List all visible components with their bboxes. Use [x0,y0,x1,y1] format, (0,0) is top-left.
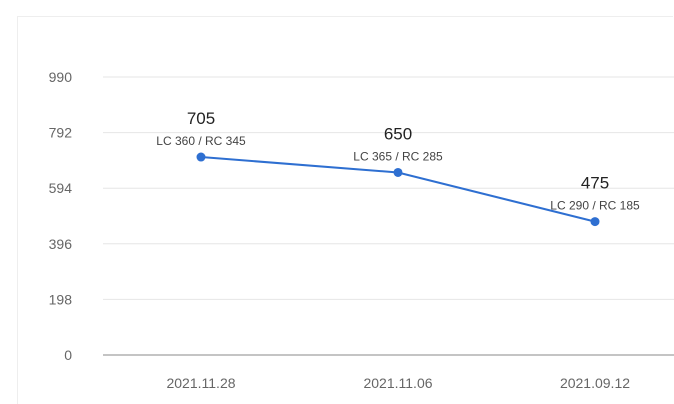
chart-frame [17,16,673,404]
data-value-label: 705 [187,109,215,128]
data-points [196,152,600,227]
y-tick-label: 0 [64,347,72,363]
y-tick-label: 198 [49,291,73,307]
data-value-label: 650 [384,124,412,143]
y-tick-label: 990 [49,69,73,85]
data-point [590,217,600,227]
series-line [200,156,596,223]
x-tick-label: 2021.09.12 [560,375,630,391]
data-labels: 705 LC 360 / RC 345 650 LC 365 / RC 285 475 L… [156,109,640,213]
data-detail-label: LC 365 / RC 285 [353,149,443,163]
x-axis-ticks: 2021.11.28 2021.11.06 2021.09.12 [166,375,630,391]
y-tick-label: 396 [49,236,73,252]
data-detail-label: LC 290 / RC 185 [550,199,640,213]
y-tick-label: 594 [49,180,73,196]
data-point [393,167,403,177]
data-detail-label: LC 360 / RC 345 [156,134,246,148]
y-axis-ticks: 0 198 396 594 792 990 [49,69,73,363]
y-tick-label: 792 [49,125,73,141]
gridlines [103,76,674,300]
data-value-label: 475 [581,174,609,193]
x-tick-label: 2021.11.06 [363,375,432,391]
data-point [196,152,206,162]
x-tick-label: 2021.11.28 [166,375,235,391]
